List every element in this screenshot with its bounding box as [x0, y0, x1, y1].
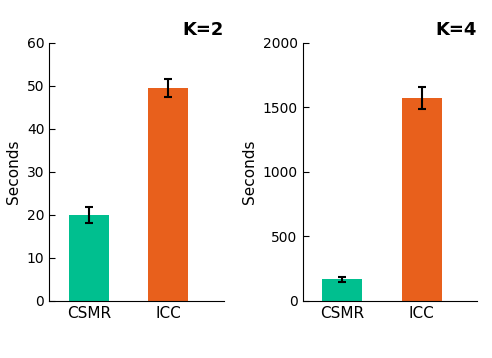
- Y-axis label: Seconds: Seconds: [6, 140, 21, 204]
- Y-axis label: Seconds: Seconds: [242, 140, 257, 204]
- Text: K=2: K=2: [183, 21, 224, 39]
- Bar: [322, 280, 362, 301]
- Bar: [69, 215, 109, 301]
- Bar: [402, 98, 441, 301]
- Bar: [149, 88, 188, 301]
- Text: K=4: K=4: [436, 21, 477, 39]
